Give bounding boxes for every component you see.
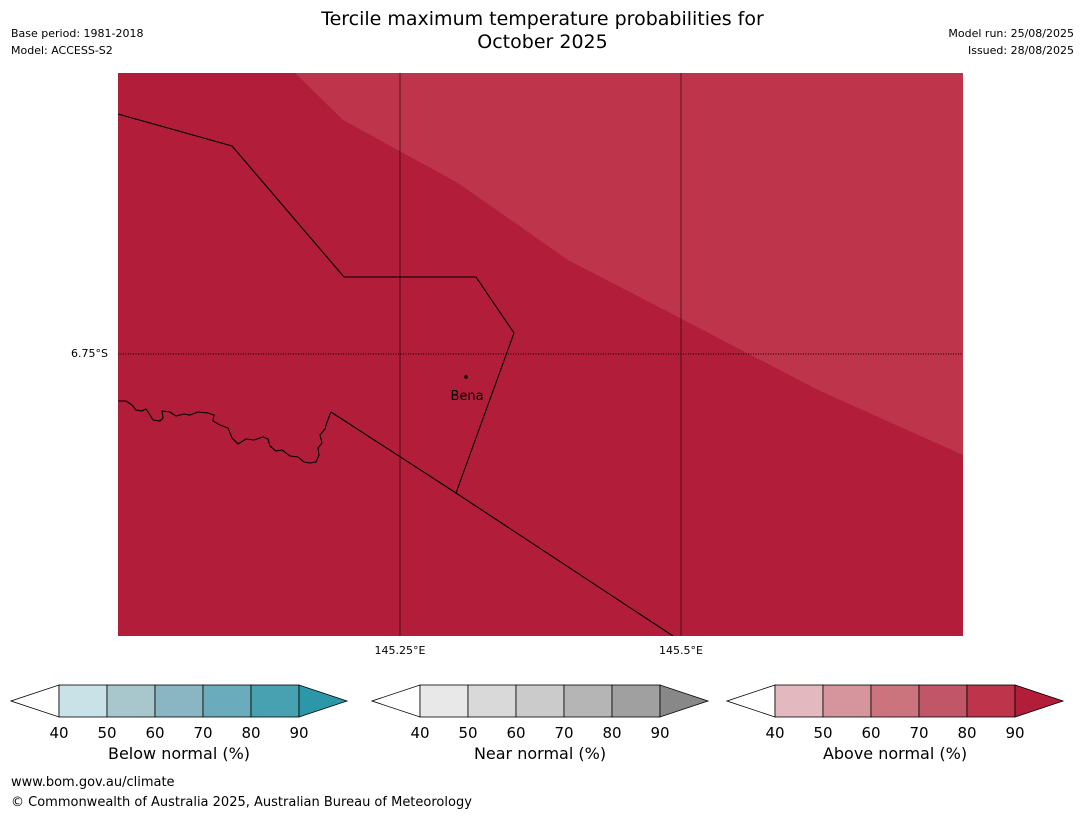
colorbar-below-normal-segment-50-60 — [106, 684, 156, 718]
town-label-bena: Bena — [450, 389, 483, 404]
title-line-2: October 2025 — [477, 31, 608, 53]
colorbar-below-normal-tick-80: 80 — [241, 724, 261, 742]
colorbar-above-normal-segment-70-80 — [918, 684, 968, 718]
colorbar-near-normal-tick-50: 50 — [458, 724, 478, 742]
colorbar-above-normal-segment-60-70 — [870, 684, 920, 718]
chart-title: Tercile maximum temperature probabilitie… — [0, 8, 1085, 54]
colorbar-below-normal-segment-70-80 — [202, 684, 252, 718]
lon-label-145-5: 145.5°E — [659, 644, 703, 657]
colorbar-above-normal-high-extend — [1014, 684, 1065, 718]
province-boundary-north — [118, 113, 515, 494]
colorbar-below-normal-segment-80-90 — [250, 684, 300, 718]
colorbar-below-normal-high-extend — [298, 684, 349, 718]
colorbar-below-normal: 40 50 60 70 80 90 — [9, 684, 350, 744]
colorbar-above-normal-title: Above normal (%) — [822, 744, 968, 763]
colorbar-near-normal-segment-60-70 — [515, 684, 565, 718]
colorbar-near-normal-tick-40: 40 — [410, 724, 430, 742]
base-period: Base period: 1981-2018 — [11, 27, 144, 40]
footer-url[interactable]: www.bom.gov.au/climate — [11, 775, 175, 790]
colorbar-near-normal-low-extend — [370, 684, 421, 718]
colorbar-above-normal-tick-50: 50 — [813, 724, 833, 742]
province-boundary-south — [330, 411, 674, 636]
colorbar-near-normal-segment-70-80 — [563, 684, 613, 718]
colorbar-below-normal-segment-40-50 — [58, 684, 108, 718]
colorbar-below-normal-tick-90: 90 — [289, 724, 309, 742]
colorbar-near-normal-segment-50-60 — [467, 684, 517, 718]
province-boundary-west — [118, 400, 332, 464]
colorbar-near-normal-ticks: 40 50 60 70 80 90 — [371, 724, 711, 744]
colorbar-below-normal-title: Below normal (%) — [107, 744, 251, 763]
model-run: Model run: 25/08/2025 — [948, 27, 1074, 40]
map-panel: Bena — [118, 73, 963, 636]
colorbar-near-normal-segment-40-50 — [419, 684, 469, 718]
colorbar-near-normal-title: Near normal (%) — [473, 744, 607, 763]
colorbar-below-normal-tick-60: 60 — [145, 724, 165, 742]
colorbar-below-normal-segment-60-70 — [154, 684, 204, 718]
colorbar-above-normal: 40 50 60 70 80 90 — [725, 684, 1066, 744]
colorbar-above-normal-low-extend — [725, 684, 776, 718]
footer-copyright: © Commonwealth of Australia 2025, Austra… — [11, 795, 472, 810]
meta-left: Base period: 1981-2018 Model: ACCESS-S2 — [11, 25, 143, 59]
model-name: Model: ACCESS-S2 — [11, 44, 113, 57]
colorbar-above-normal-tick-40: 40 — [765, 724, 785, 742]
colorbar-below-normal-ticks: 40 50 60 70 80 90 — [10, 724, 350, 744]
colorbar-above-normal-segment-40-50 — [774, 684, 824, 718]
colorbar-above-normal-tick-90: 90 — [1005, 724, 1025, 742]
colorbar-near-normal-tick-90: 90 — [650, 724, 670, 742]
colorbar-above-normal-tick-80: 80 — [957, 724, 977, 742]
colorbar-above-normal-segment-50-60 — [822, 684, 872, 718]
lat-label: 6.75°S — [71, 347, 108, 360]
colorbar-above-normal-tick-70: 70 — [909, 724, 929, 742]
colorbar-near-normal-high-extend — [659, 684, 710, 718]
above-normal-80-90-region — [295, 73, 963, 455]
colorbar-below-normal-low-extend — [9, 684, 60, 718]
colorbar-above-normal-tick-60: 60 — [861, 724, 881, 742]
issued-date: Issued: 28/08/2025 — [967, 44, 1074, 57]
colorbar-near-normal: 40 50 60 70 80 90 — [370, 684, 711, 744]
meta-right: Model run: 25/08/2025 Issued: 28/08/2025 — [948, 25, 1074, 59]
colorbar-below-normal-tick-70: 70 — [193, 724, 213, 742]
colorbar-near-normal-segment-80-90 — [611, 684, 661, 718]
colorbar-near-normal-tick-70: 70 — [554, 724, 574, 742]
colorbar-above-normal-ticks: 40 50 60 70 80 90 — [726, 724, 1066, 744]
colorbar-below-normal-tick-50: 50 — [97, 724, 117, 742]
lon-label-145-25: 145.25°E — [374, 644, 426, 657]
colorbar-near-normal-swatches — [370, 684, 710, 718]
town-marker-bena — [464, 375, 468, 379]
colorbar-below-normal-tick-40: 40 — [49, 724, 69, 742]
title-line-1: Tercile maximum temperature probabilitie… — [321, 8, 764, 30]
colorbar-near-normal-tick-80: 80 — [602, 724, 622, 742]
colorbar-below-normal-swatches — [9, 684, 349, 718]
colorbar-near-normal-tick-60: 60 — [506, 724, 526, 742]
colorbar-above-normal-segment-80-90 — [966, 684, 1016, 718]
colorbar-above-normal-swatches — [725, 684, 1065, 718]
